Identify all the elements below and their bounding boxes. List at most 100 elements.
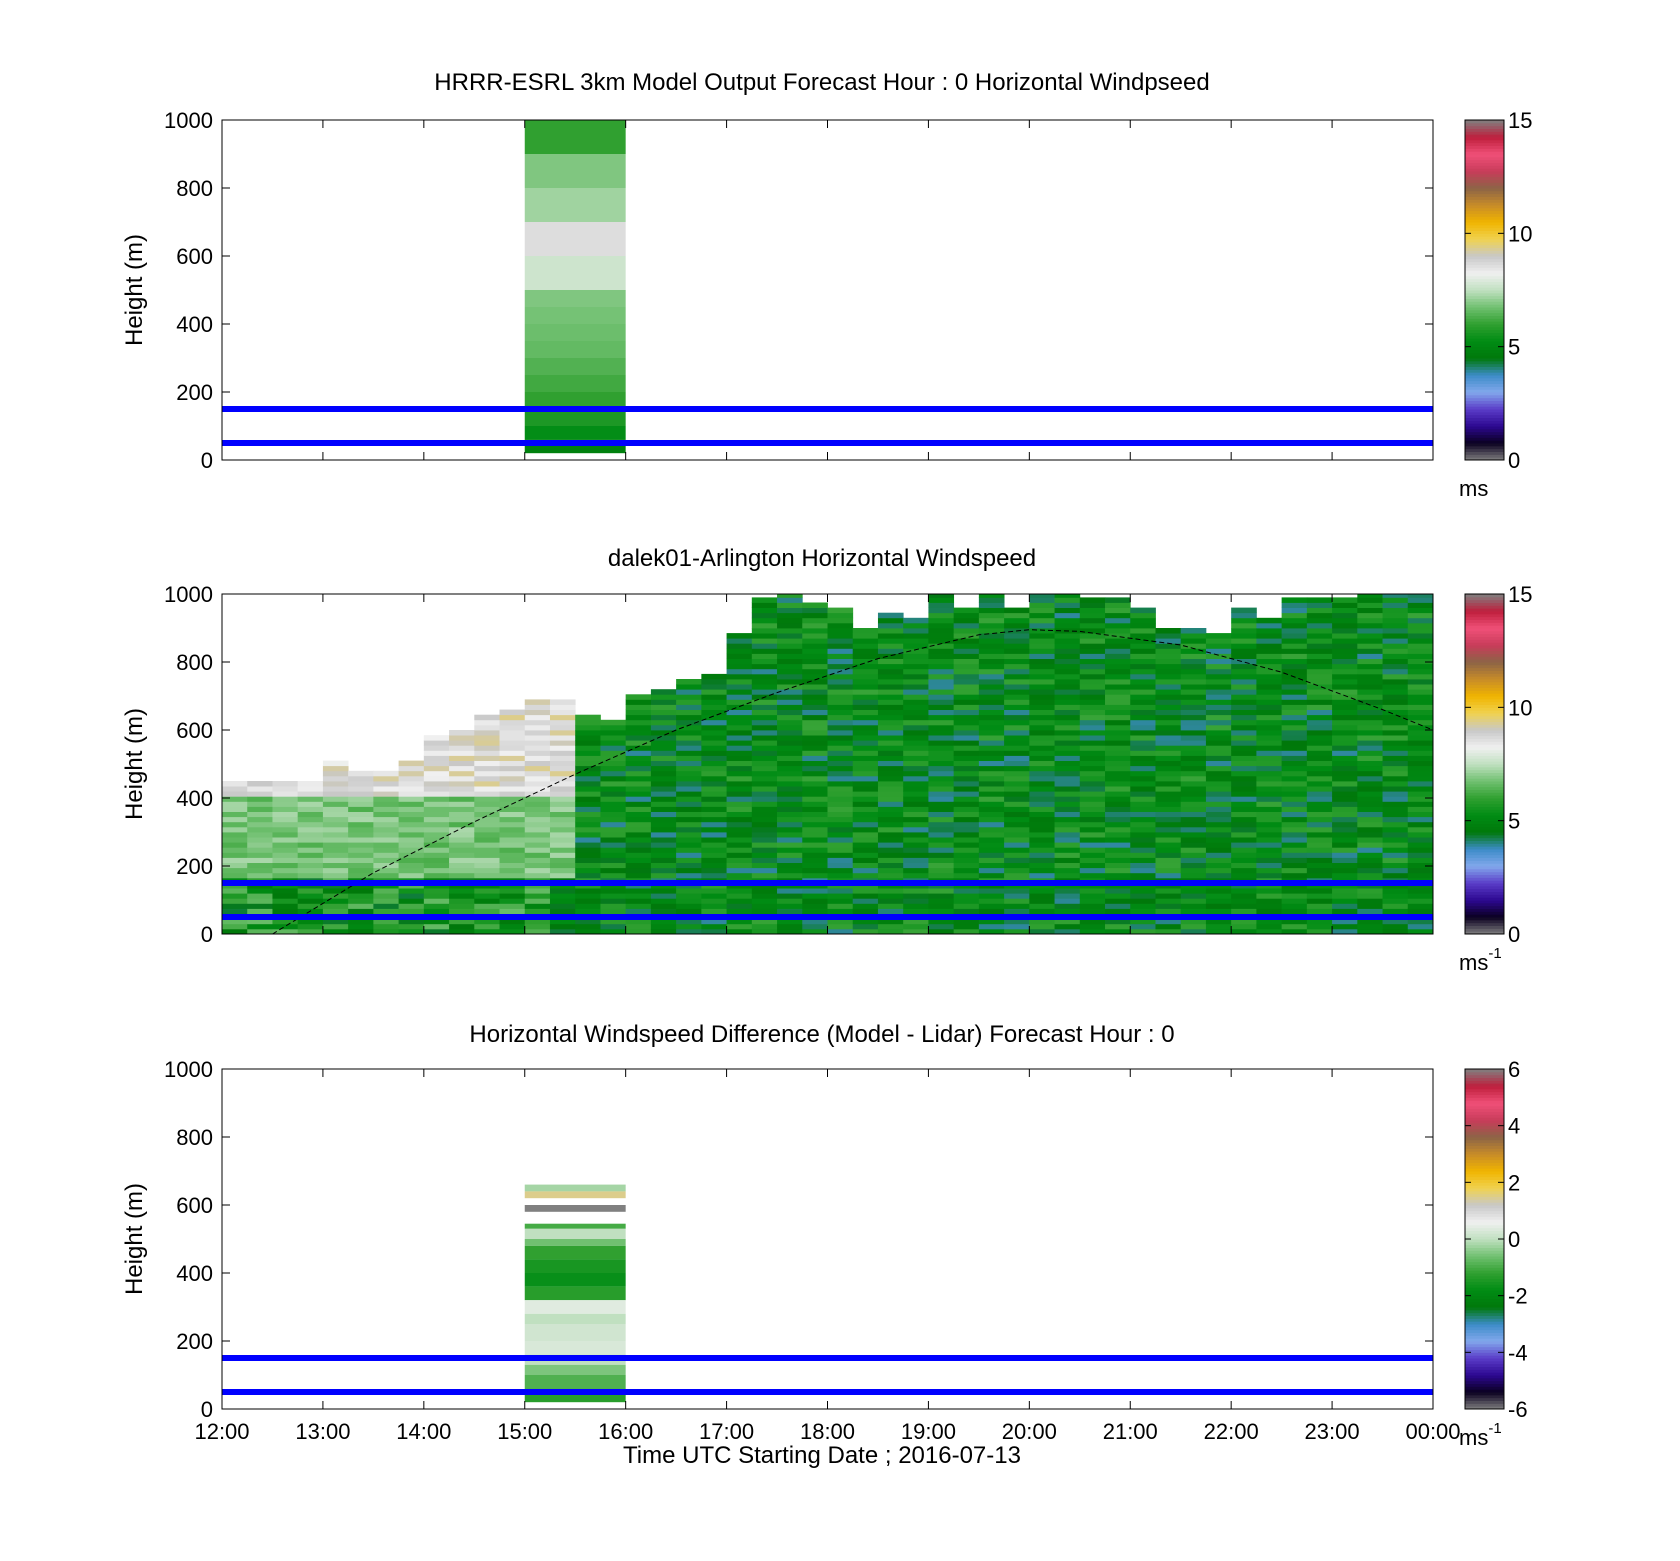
- heatmap-cell: [625, 704, 652, 710]
- heatmap-cell: [449, 867, 475, 874]
- heatmap-cell: [499, 862, 526, 869]
- heatmap-cell: [726, 689, 753, 695]
- heatmap-cell: [1155, 668, 1182, 675]
- heatmap-cell: [1382, 750, 1409, 756]
- heatmap-cell: [802, 643, 828, 649]
- heatmap-cell: [423, 826, 450, 833]
- heatmap-cell: [701, 770, 727, 777]
- heatmap-cell: [751, 668, 778, 675]
- heatmap-cell: [575, 821, 601, 828]
- colorbar-swatch: [1465, 730, 1504, 734]
- heatmap-cell: [1231, 745, 1257, 751]
- x-tick-label: 00:00: [1405, 1419, 1460, 1444]
- heatmap-cell: [1130, 684, 1156, 690]
- heatmap-cell: [474, 867, 500, 874]
- colorbar-swatch: [1465, 1403, 1504, 1407]
- heatmap-cell: [1054, 801, 1081, 807]
- heatmap-cell: [297, 821, 324, 828]
- heatmap-cell: [348, 908, 374, 914]
- panel-model-windspeed: HRRR-ESRL 3km Model Output Forecast Hour…: [121, 69, 1532, 501]
- heatmap-cell: [928, 857, 955, 863]
- heatmap-cell: [423, 923, 450, 930]
- heatmap-cell: [953, 617, 980, 624]
- heatmap-cell: [625, 862, 652, 869]
- heatmap-cell: [978, 826, 1005, 833]
- heatmap-cell: [322, 826, 349, 833]
- heatmap-cell: [928, 648, 955, 654]
- heatmap-cell: [1306, 694, 1333, 700]
- heatmap-cell: [1357, 775, 1383, 782]
- heatmap-cell: [953, 811, 980, 818]
- heatmap-cell: [1029, 775, 1055, 782]
- heatmap-cell: [978, 811, 1005, 818]
- heatmap-cell: [1004, 908, 1030, 914]
- heatmap-cell: [348, 786, 374, 792]
- heatmap-cell: [1180, 663, 1207, 670]
- heatmap-cell: [1029, 699, 1055, 705]
- heatmap-cell: [1281, 786, 1308, 792]
- heatmap-cell: [953, 837, 980, 843]
- heatmap-cell: [1029, 755, 1055, 761]
- colorbar-swatch: [1465, 258, 1504, 263]
- heatmap-cell: [676, 730, 702, 736]
- heatmap-cell: [449, 786, 475, 792]
- heatmap-cell: [398, 837, 425, 843]
- colorbar-swatch: [1465, 120, 1504, 124]
- heatmap-cell: [247, 888, 273, 894]
- heatmap-cell: [222, 806, 248, 812]
- heatmap-cell: [625, 857, 652, 863]
- heatmap-cell: [903, 648, 929, 654]
- heatmap-cell: [1029, 679, 1055, 685]
- heatmap-cell: [423, 862, 450, 869]
- heatmap-cell: [1382, 837, 1409, 843]
- heatmap-cell: [1332, 791, 1358, 797]
- heatmap-cell: [1382, 617, 1409, 624]
- heatmap-cell: [802, 888, 828, 894]
- heatmap-cell: [777, 898, 803, 904]
- heatmap-cell: [1256, 928, 1283, 935]
- colorbar-swatch: [1465, 1202, 1504, 1206]
- heatmap-cell: [348, 888, 374, 894]
- heatmap-cell: [953, 806, 980, 812]
- heatmap-cell: [1407, 663, 1434, 670]
- heatmap-cell: [222, 847, 248, 853]
- colorbar-swatch: [1465, 1301, 1504, 1305]
- colorbar-swatch: [1465, 798, 1504, 802]
- colorbar-swatch: [1465, 372, 1504, 376]
- heatmap-cell: [499, 872, 526, 879]
- heatmap-cell: [1306, 903, 1333, 909]
- heatmap-cell: [650, 730, 677, 736]
- heatmap-cell: [802, 648, 828, 654]
- heatmap-cell: [1180, 714, 1207, 721]
- heatmap-cell: [1231, 852, 1257, 858]
- heatmap-cell: [852, 903, 879, 909]
- heatmap-cell: [1155, 765, 1182, 772]
- heatmap-cell: [978, 832, 1005, 838]
- colorbar-swatch: [1465, 1173, 1504, 1178]
- heatmap-cell: [827, 806, 854, 812]
- y-tick-label: 1000: [164, 582, 213, 607]
- heatmap-cell: [1105, 821, 1131, 828]
- heatmap-cell: [1205, 689, 1232, 695]
- heatmap-cell: [1004, 653, 1030, 659]
- heatmap-cell: [827, 898, 854, 904]
- heatmap-cell: [1004, 673, 1030, 680]
- heatmap-cell: [1332, 786, 1358, 792]
- heatmap-cell: [650, 867, 677, 874]
- heatmap-cell: [978, 847, 1005, 853]
- heatmap-cell: [247, 918, 273, 925]
- heatmap-cell: [1079, 694, 1106, 700]
- heatmap-cell: [1357, 928, 1383, 935]
- heatmap-cell: [1004, 775, 1030, 782]
- heatmap-cell: [877, 694, 904, 700]
- colorbar-swatch: [1465, 1315, 1504, 1319]
- heatmap-cell: [903, 745, 929, 751]
- heatmap-cell: [524, 1223, 626, 1229]
- heatmap-cell: [726, 730, 753, 736]
- heatmap-cell: [1079, 745, 1106, 751]
- heatmap-cell: [1382, 770, 1409, 777]
- heatmap-cell: [1205, 826, 1232, 833]
- colorbar-swatch: [1465, 863, 1504, 867]
- heatmap-cell: [524, 826, 551, 833]
- heatmap-cell: [474, 826, 500, 833]
